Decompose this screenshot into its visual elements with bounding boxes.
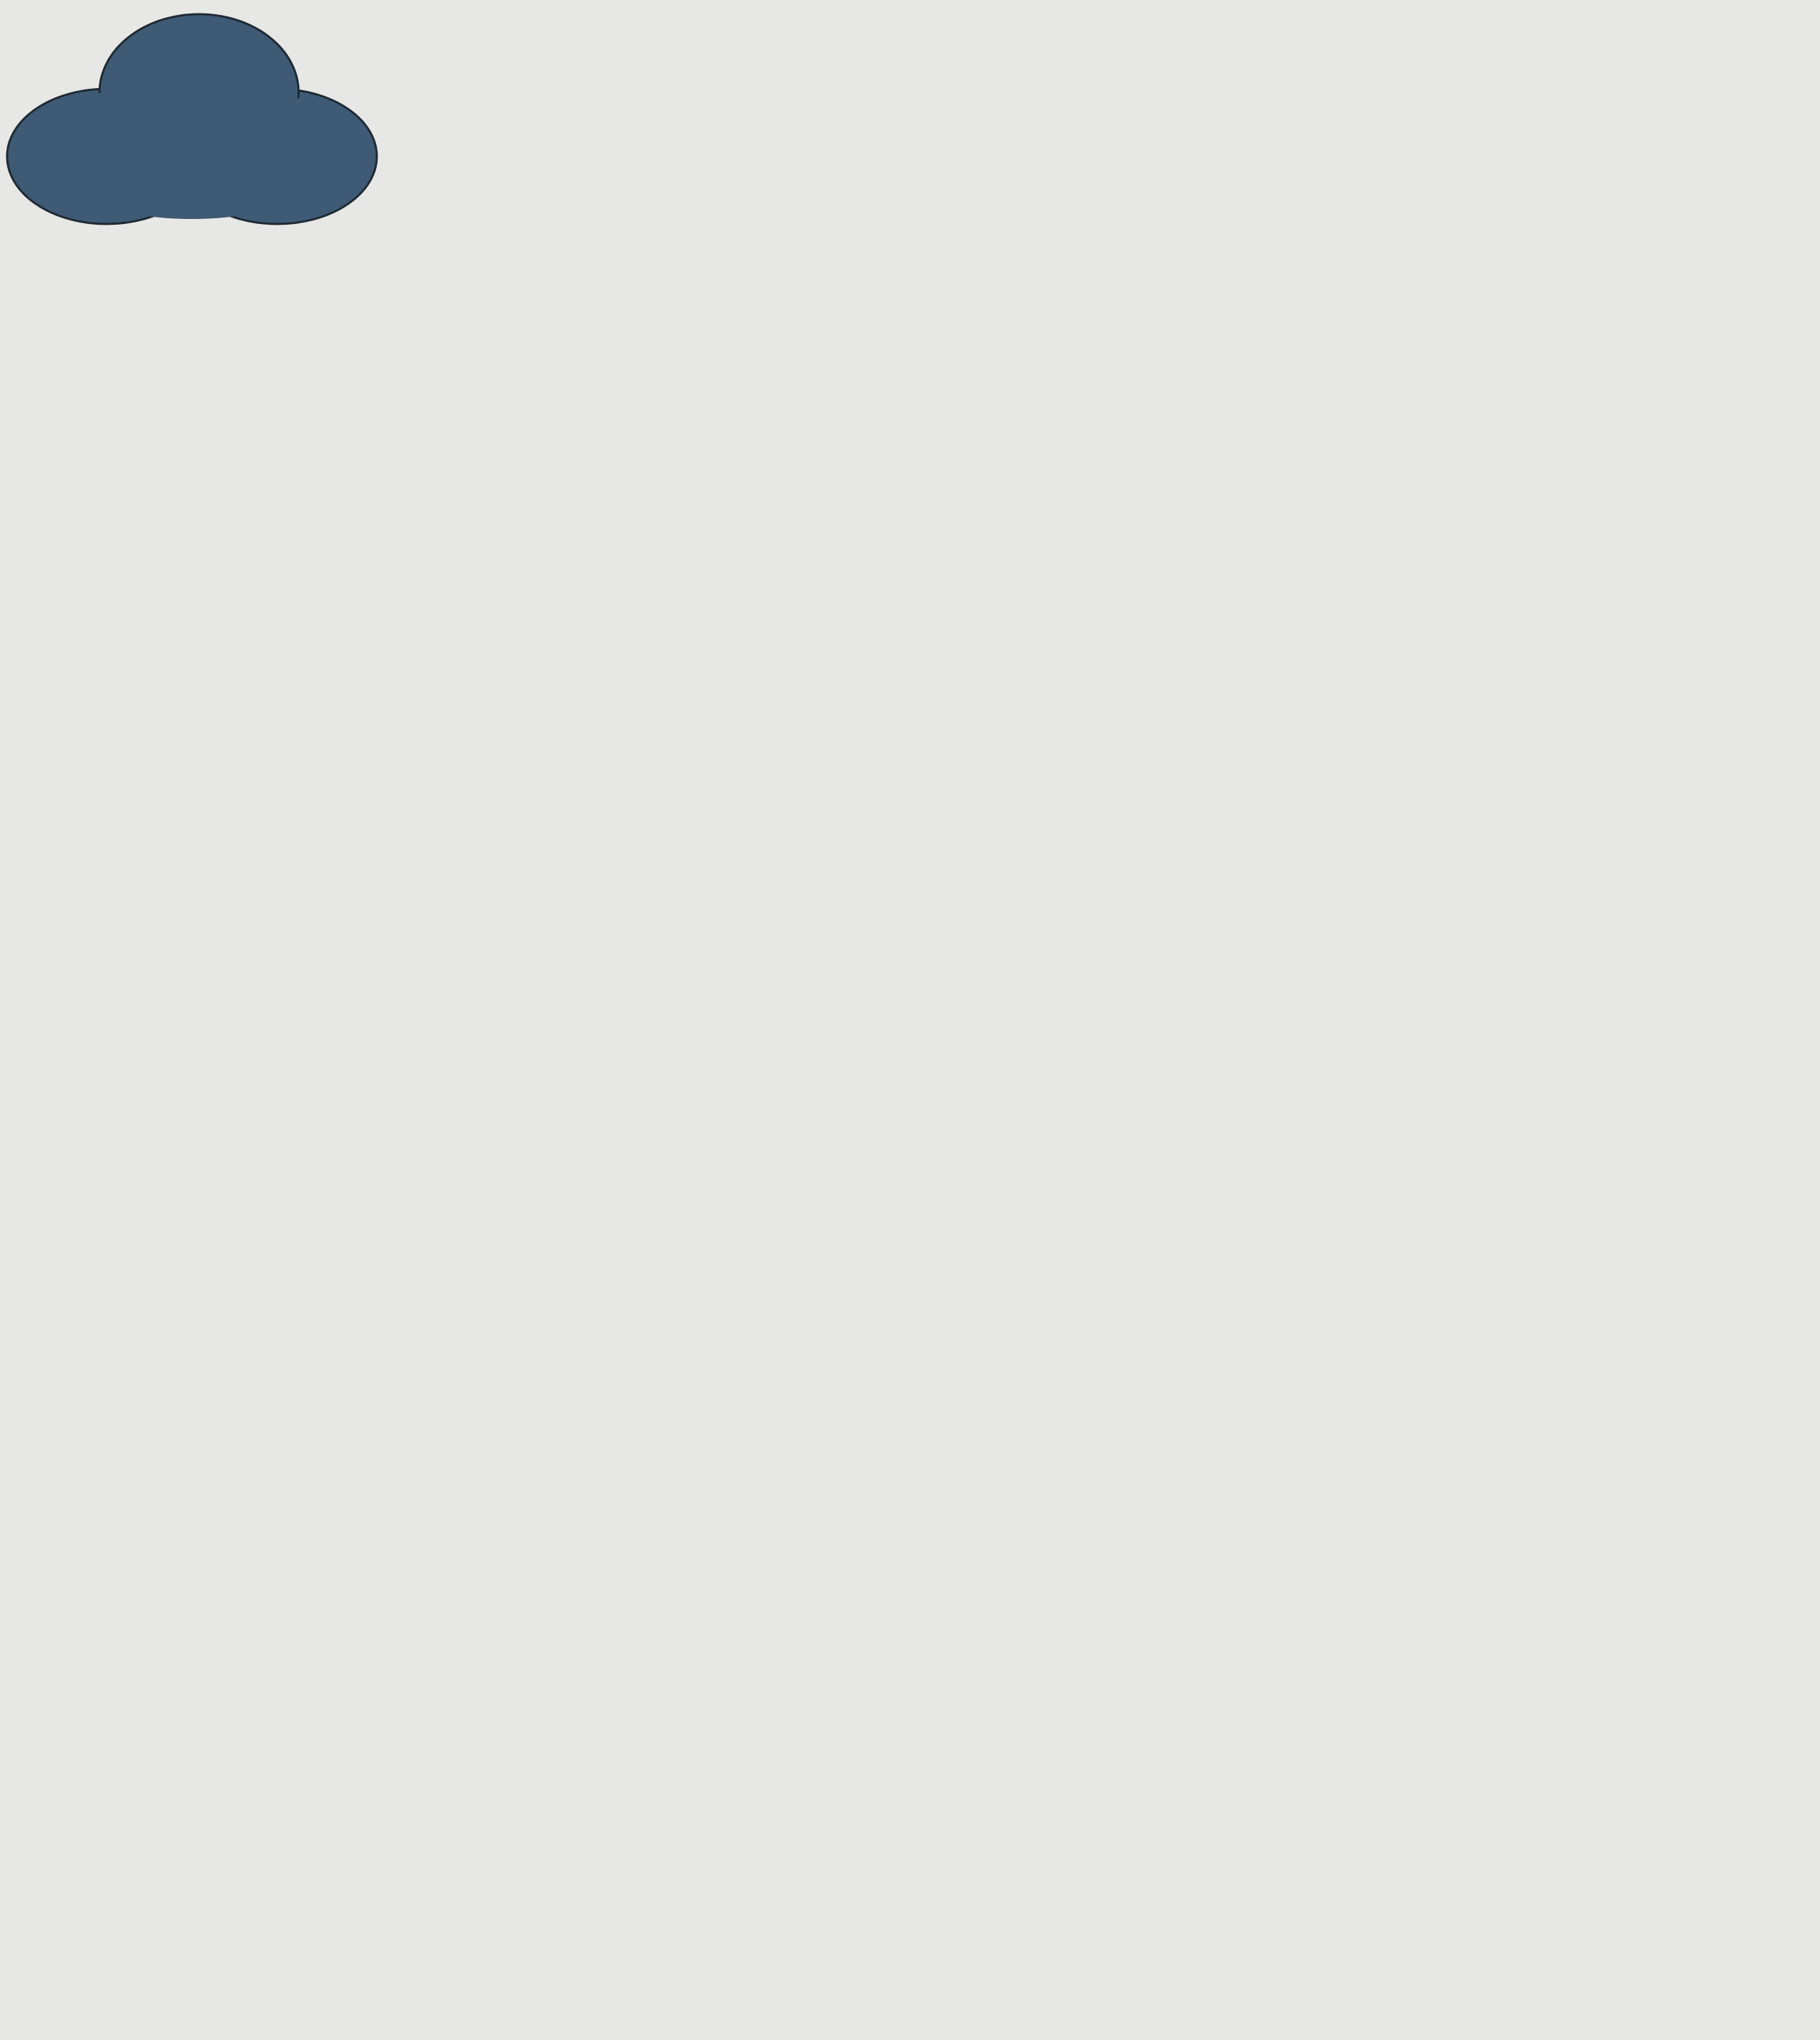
edge-layer — [0, 0, 1820, 2040]
root-node — [0, 0, 384, 228]
cloud-shape-svg — [0, 0, 384, 228]
mindmap-stage — [0, 0, 1820, 2040]
